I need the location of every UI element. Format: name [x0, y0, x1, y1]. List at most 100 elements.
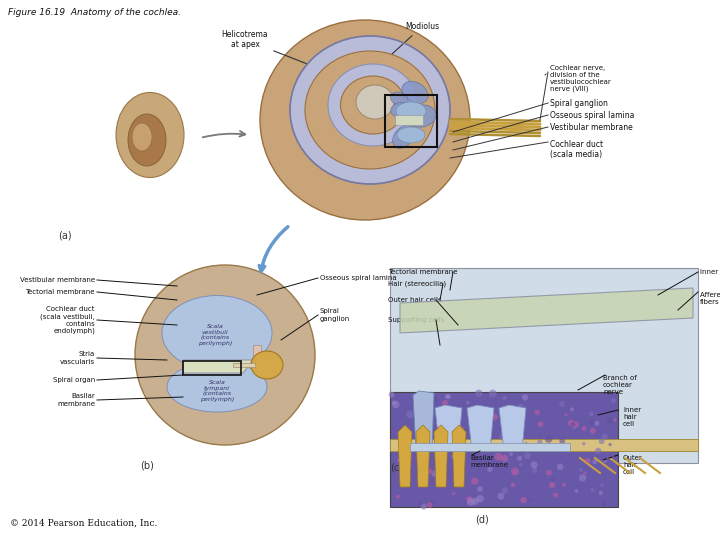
- Circle shape: [608, 443, 612, 446]
- Bar: [390, 392, 618, 507]
- Circle shape: [444, 410, 451, 417]
- Circle shape: [613, 418, 616, 422]
- Ellipse shape: [116, 92, 184, 178]
- Circle shape: [611, 398, 616, 403]
- Circle shape: [562, 483, 566, 487]
- Circle shape: [427, 502, 433, 508]
- Ellipse shape: [396, 102, 426, 120]
- Circle shape: [583, 471, 587, 475]
- Bar: [253, 345, 261, 365]
- Text: Cochlear duct
(scala media): Cochlear duct (scala media): [550, 140, 603, 159]
- Circle shape: [590, 488, 594, 492]
- Circle shape: [454, 437, 462, 444]
- Circle shape: [389, 392, 395, 397]
- Text: Helicotrema
at apex: Helicotrema at apex: [222, 30, 307, 64]
- Circle shape: [603, 459, 607, 463]
- Circle shape: [471, 477, 479, 485]
- Circle shape: [538, 435, 541, 438]
- Circle shape: [403, 429, 410, 437]
- Circle shape: [534, 410, 540, 415]
- Text: © 2014 Pearson Education, Inc.: © 2014 Pearson Education, Inc.: [10, 519, 158, 528]
- Circle shape: [408, 460, 413, 466]
- Ellipse shape: [260, 20, 470, 220]
- Circle shape: [564, 413, 567, 416]
- Circle shape: [531, 461, 538, 468]
- Polygon shape: [467, 405, 494, 451]
- Text: Cochlear duct
(scala vestibuli,
contains
endolymph): Cochlear duct (scala vestibuli, contains…: [40, 306, 95, 334]
- Circle shape: [515, 416, 521, 423]
- Ellipse shape: [402, 82, 428, 104]
- Text: Afferent nerve
fibers: Afferent nerve fibers: [700, 292, 720, 305]
- Ellipse shape: [290, 36, 450, 184]
- Text: Scala
tympani
(contains
perilymph): Scala tympani (contains perilymph): [200, 380, 234, 402]
- Ellipse shape: [397, 127, 425, 143]
- Text: Modiolus: Modiolus: [382, 22, 439, 63]
- Circle shape: [599, 438, 605, 444]
- Circle shape: [593, 460, 598, 464]
- Ellipse shape: [132, 123, 152, 151]
- Bar: [395, 115, 423, 125]
- Ellipse shape: [305, 51, 435, 169]
- Circle shape: [469, 422, 474, 427]
- Text: Osseous spiral lamina: Osseous spiral lamina: [320, 275, 397, 281]
- Circle shape: [559, 401, 565, 407]
- Text: Basilar
membrane: Basilar membrane: [470, 455, 508, 468]
- Circle shape: [503, 396, 507, 400]
- Polygon shape: [413, 391, 434, 451]
- Circle shape: [511, 468, 519, 476]
- Ellipse shape: [251, 351, 283, 379]
- Polygon shape: [435, 405, 462, 451]
- Circle shape: [510, 446, 513, 450]
- Circle shape: [538, 421, 544, 427]
- Circle shape: [498, 492, 505, 500]
- Circle shape: [521, 497, 527, 503]
- Circle shape: [467, 498, 474, 506]
- Text: Stria
vascularis: Stria vascularis: [60, 352, 95, 365]
- Circle shape: [509, 453, 513, 456]
- Text: Spiral organ: Spiral organ: [53, 377, 95, 383]
- Circle shape: [575, 489, 578, 493]
- Circle shape: [571, 422, 576, 427]
- Circle shape: [442, 400, 448, 406]
- Circle shape: [477, 486, 483, 492]
- Circle shape: [446, 416, 454, 424]
- Polygon shape: [400, 288, 693, 333]
- Ellipse shape: [392, 125, 414, 148]
- Circle shape: [532, 468, 537, 473]
- Ellipse shape: [328, 64, 418, 146]
- Circle shape: [466, 496, 473, 503]
- Circle shape: [529, 499, 532, 502]
- Polygon shape: [452, 425, 466, 487]
- Circle shape: [475, 390, 482, 397]
- Text: Basilar
membrane: Basilar membrane: [57, 394, 95, 407]
- Circle shape: [401, 473, 405, 477]
- Text: Figure 16.19  Anatomy of the cochlea.: Figure 16.19 Anatomy of the cochlea.: [8, 8, 181, 17]
- Ellipse shape: [390, 92, 408, 106]
- Text: Spiral ganglion: Spiral ganglion: [550, 98, 608, 107]
- Circle shape: [579, 468, 582, 471]
- Ellipse shape: [162, 295, 272, 370]
- Text: (d): (d): [475, 515, 489, 525]
- Circle shape: [568, 420, 575, 427]
- Circle shape: [418, 501, 423, 506]
- Circle shape: [396, 495, 400, 498]
- Text: Hair (stereocilia): Hair (stereocilia): [388, 281, 446, 287]
- Circle shape: [392, 401, 400, 408]
- Circle shape: [590, 428, 596, 434]
- Text: Spiral
ganglion: Spiral ganglion: [320, 308, 350, 321]
- Circle shape: [428, 410, 434, 416]
- Text: Cochlear nerve,
division of the
vestibulocochlear
nerve (VIII): Cochlear nerve, division of the vestibul…: [550, 65, 612, 92]
- Text: Outer hair cells: Outer hair cells: [388, 297, 441, 303]
- Polygon shape: [434, 425, 448, 487]
- Ellipse shape: [167, 362, 267, 412]
- Text: Vestibular membrane: Vestibular membrane: [20, 277, 95, 283]
- Ellipse shape: [391, 103, 410, 117]
- Circle shape: [537, 440, 542, 444]
- Circle shape: [487, 467, 492, 472]
- Circle shape: [441, 448, 444, 451]
- Circle shape: [524, 453, 531, 459]
- Circle shape: [465, 498, 469, 503]
- Polygon shape: [499, 405, 526, 451]
- Circle shape: [420, 423, 424, 428]
- Circle shape: [485, 434, 492, 442]
